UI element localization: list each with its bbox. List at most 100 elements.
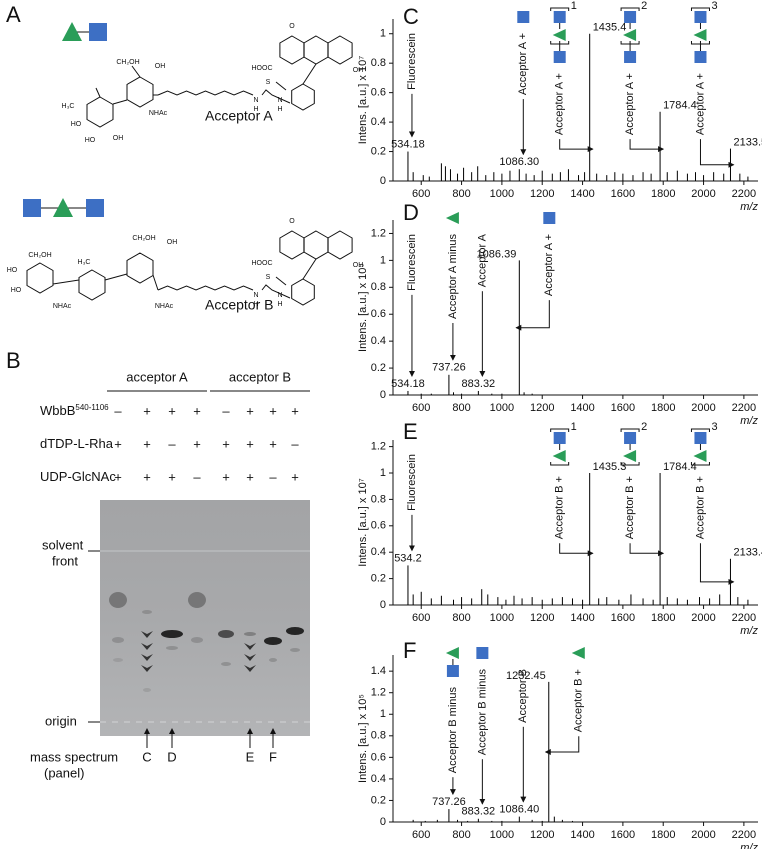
glycan-square: [89, 23, 107, 41]
reagent-mark: +: [291, 403, 299, 418]
y-tick-label: 0.6: [371, 87, 386, 99]
tlc-band: [286, 627, 304, 635]
repeat-count: 3: [711, 0, 717, 12]
bond: [157, 90, 254, 96]
panel-label: A: [6, 2, 21, 27]
annotation-arrow: [699, 543, 735, 585]
atom-label: NHAc: [149, 110, 168, 117]
atom-label: OH: [353, 67, 364, 74]
annotation-label: Acceptor B minus: [447, 687, 459, 774]
atom-label: S: [266, 79, 271, 86]
peak-mass-label: 1086.30: [499, 156, 539, 168]
glycan-triangle: [552, 450, 566, 462]
atom-label: HOOC: [252, 260, 273, 267]
ring: [126, 252, 154, 284]
panel-label: C: [403, 4, 419, 29]
y-tick-label: 1.2: [371, 687, 386, 699]
tlc-band: [143, 688, 151, 692]
x-tick-label: 1400: [570, 402, 594, 414]
x-tick-label: 800: [452, 188, 470, 200]
peak-mass-label: 1784.4: [663, 100, 697, 112]
reagent-mark: –: [291, 436, 299, 451]
y-tick-label: 0: [380, 389, 386, 401]
annotation-label: Acceptor B +: [694, 476, 706, 539]
x-tick-label: 1800: [651, 402, 675, 414]
atom-label: NHAc: [53, 303, 72, 310]
glycan-square: [624, 51, 637, 63]
repeat-count: 1: [571, 0, 577, 12]
lane-panel-label: C: [142, 749, 151, 764]
glycan-triangle: [693, 450, 707, 462]
panel-label: F: [403, 638, 416, 663]
atom-label: O: [289, 218, 295, 225]
lane-panel-label: D: [167, 749, 176, 764]
reagent-mark: –: [222, 403, 230, 418]
atom-label: N: [253, 97, 258, 104]
structure-label: Acceptor A: [205, 108, 273, 124]
annotation-arrow: [629, 139, 665, 153]
panel-label: D: [403, 200, 419, 225]
x-tick-label: 600: [412, 188, 430, 200]
y-tick-label: 0: [380, 816, 386, 828]
glycan-square: [23, 199, 41, 217]
atom-label: N: [253, 292, 258, 299]
glycan-triangle: [62, 22, 82, 41]
x-tick-label: 600: [412, 402, 430, 414]
tlc-band: [290, 648, 300, 652]
x-tick-label: 600: [412, 612, 430, 624]
y-tick-label: 0.2: [371, 573, 386, 585]
x-tick-label: 1600: [611, 402, 635, 414]
y-axis-label: Intens. [a.u.] x 10⁷: [357, 478, 369, 566]
row-label: UDP-GlcNAc: [40, 469, 116, 484]
annotation-label: Acceptor A +: [624, 73, 636, 135]
ring: [303, 230, 329, 260]
x-tick-label: 2200: [732, 829, 756, 841]
reagent-mark: +: [168, 403, 176, 418]
x-tick-label: 1800: [651, 188, 675, 200]
atom-label: OH: [155, 63, 166, 70]
annotation-arrow: [544, 736, 580, 755]
x-tick-label: 1600: [611, 829, 635, 841]
repeat-count: 3: [711, 421, 717, 433]
reagent-mark: +: [246, 403, 254, 418]
tlc-plate: [100, 500, 310, 736]
y-tick-label: 0.8: [371, 730, 386, 742]
glycan-square: [624, 11, 637, 23]
peak-mass-label: 883.32: [462, 806, 496, 818]
x-axis-label: m/z: [740, 415, 758, 427]
x-tick-label: 1400: [570, 829, 594, 841]
glycan-square: [553, 51, 566, 63]
row-label-text: WbbB: [40, 403, 75, 418]
glycan-triangle: [571, 647, 585, 659]
x-axis-label: m/z: [740, 625, 758, 637]
tlc-band: [218, 630, 234, 638]
reagent-mark: –: [193, 469, 201, 484]
atom-label: HO: [7, 267, 18, 274]
y-tick-label: 1.2: [371, 441, 386, 453]
atom-label: H: [253, 301, 258, 308]
x-tick-label: 1200: [530, 829, 554, 841]
peak-mass-label: 1435.3: [593, 461, 627, 473]
peak-mass-label: 883.32: [462, 378, 496, 390]
bond: [157, 285, 254, 291]
reagent-mark: –: [114, 403, 122, 418]
bond: [261, 89, 291, 104]
y-tick-label: 0.2: [371, 145, 386, 157]
reagent-mark: +: [269, 403, 277, 418]
x-tick-label: 1400: [570, 188, 594, 200]
atom-label: H₃C: [62, 103, 75, 110]
tlc-band: [141, 665, 153, 672]
atom-label: OH: [167, 239, 178, 246]
tlc-band: [166, 646, 178, 650]
peak-mass-label: 534.18: [391, 138, 425, 150]
reagent-mark: +: [291, 469, 299, 484]
ring: [86, 96, 114, 128]
x-tick-label: 2000: [691, 829, 715, 841]
repeat-bracket: [620, 428, 640, 466]
reagent-mark: –: [168, 436, 176, 451]
tlc-band: [269, 658, 277, 662]
bond: [261, 284, 291, 299]
reagent-mark: +: [114, 436, 122, 451]
glycan-square: [694, 11, 707, 23]
peak-mass-label: 534.2: [394, 552, 422, 564]
